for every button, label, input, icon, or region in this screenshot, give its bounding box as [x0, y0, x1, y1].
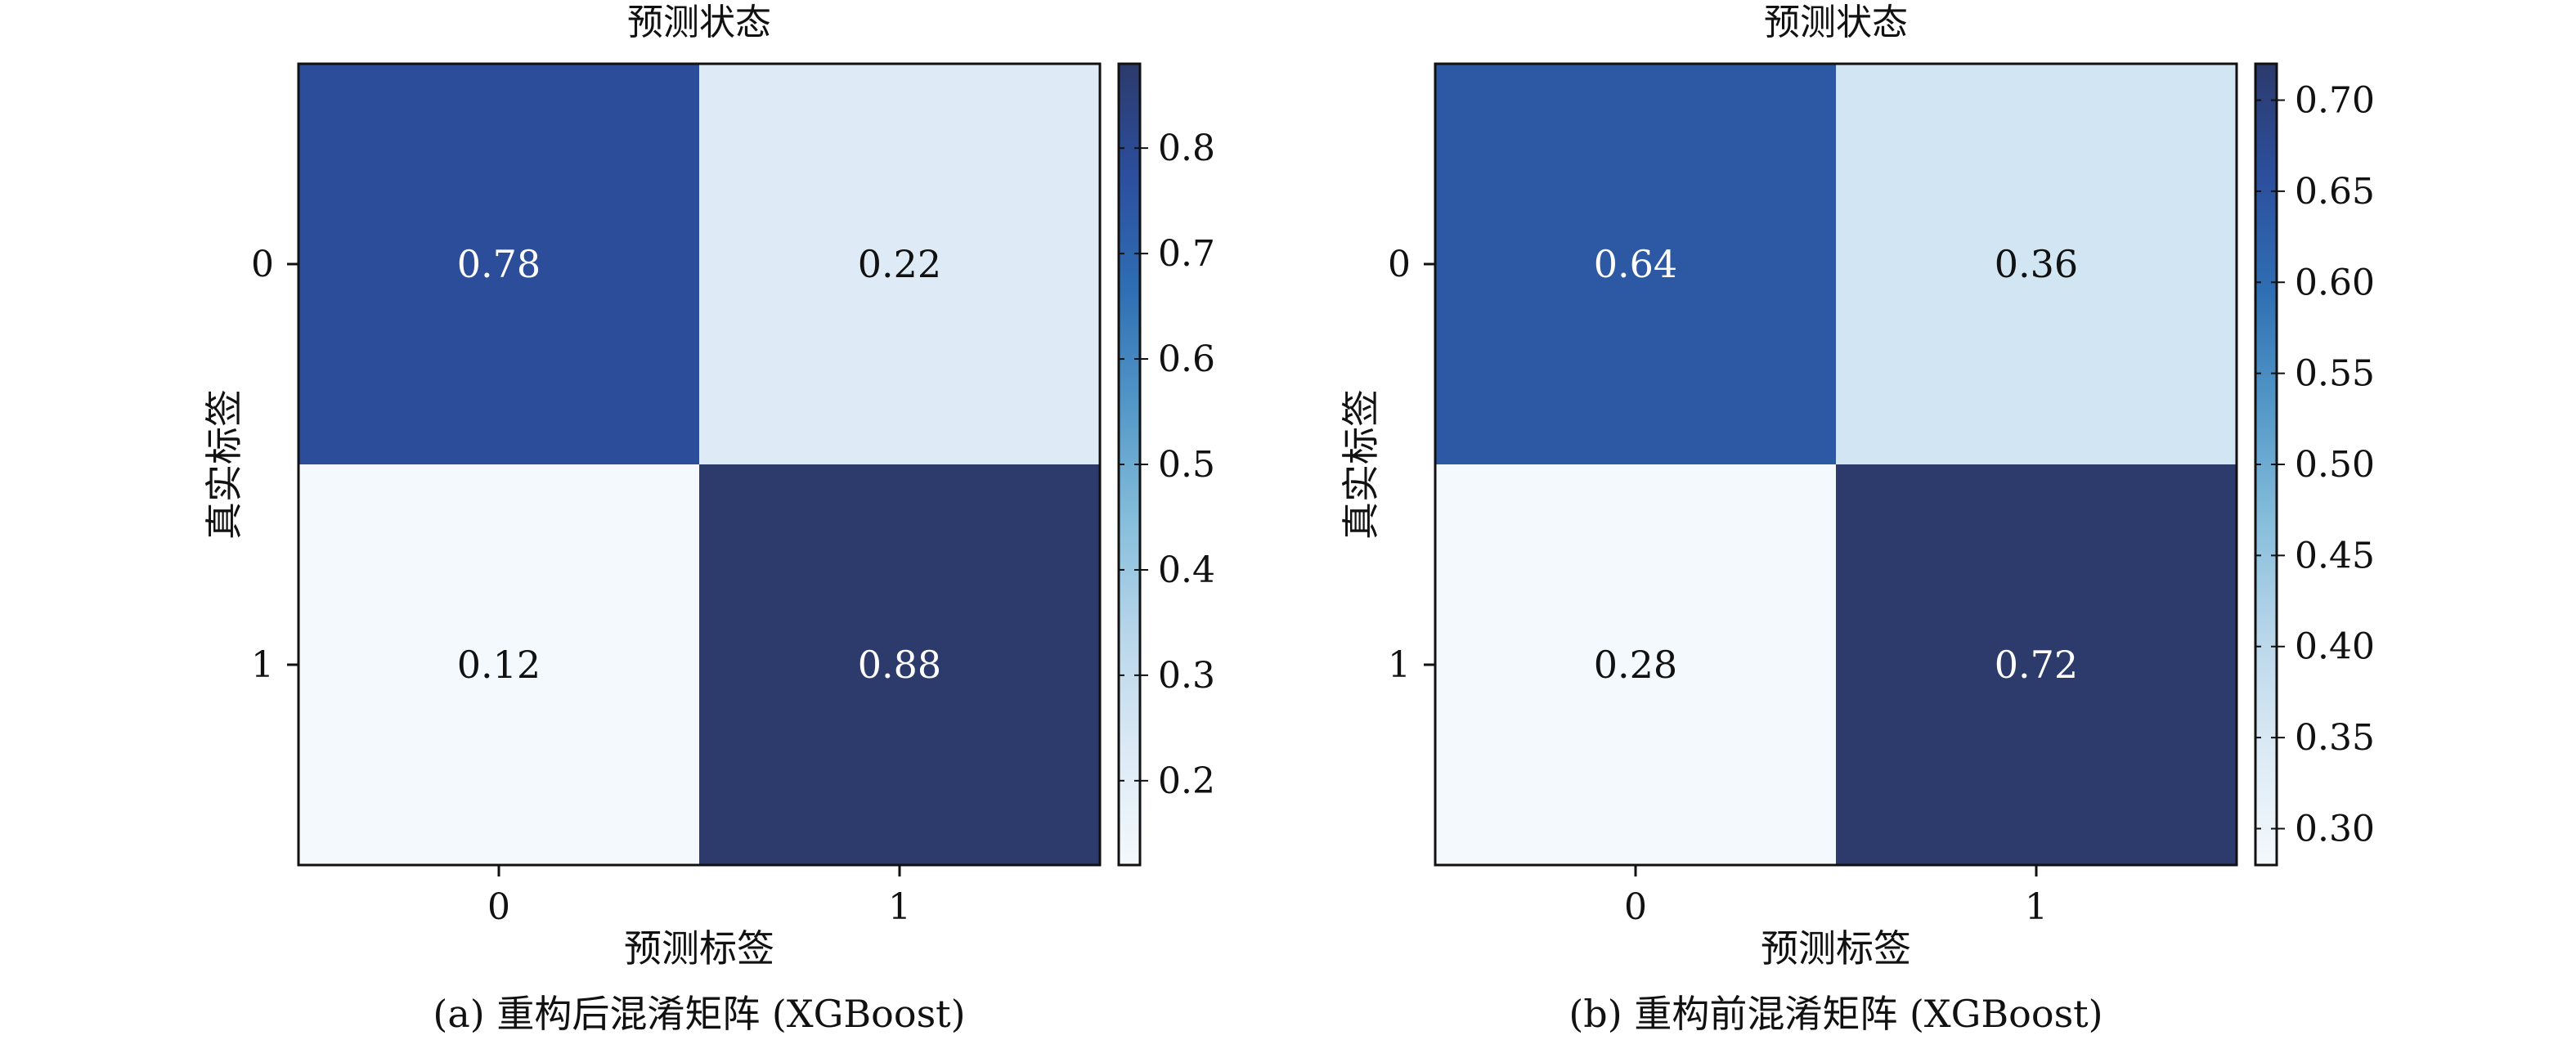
panel-b-cell-0-0 — [1435, 64, 1836, 464]
panel-a-caption: (a) 重构后混淆矩阵 (XGBoost) — [433, 992, 965, 1036]
panel-b-y-ticks: 01 — [1388, 244, 1435, 686]
panel-a-colorbar-tick-label: 0.2 — [1158, 760, 1215, 802]
panel-a-x-tick-label: 1 — [888, 886, 911, 928]
panel-a-colorbar-tick-label: 0.6 — [1158, 338, 1215, 380]
panel-b-y-tick-label: 1 — [1388, 644, 1411, 686]
panel-b-x-axis-label: 预测标签 — [1761, 926, 1911, 971]
panel-a-cell-1-0 — [298, 464, 699, 865]
panel-a-top-label: 预测状态 — [627, 2, 771, 43]
panel-b-top-label: 预测状态 — [1764, 2, 1908, 43]
panel-b-colorbar-tick-label: 0.65 — [2295, 171, 2375, 213]
panel-a-y-ticks: 01 — [251, 244, 298, 686]
panel-a-y-tick-label: 0 — [251, 244, 274, 285]
panel-b-colorbar-tick-label: 0.35 — [2295, 717, 2375, 759]
panel-a-colorbar-tick-label: 0.3 — [1158, 655, 1215, 697]
panel-b-colorbar-tick-label: 0.40 — [2295, 626, 2375, 668]
panel-b-caption: (b) 重构前混淆矩阵 (XGBoost) — [1568, 992, 2103, 1036]
panel-a-cell-label-0-0: 0.78 — [457, 242, 541, 286]
panel-b-colorbar-tick-label: 0.55 — [2295, 353, 2375, 395]
panel-b-heatmap-cells — [1435, 64, 2237, 865]
panel-b-cell-1-0 — [1435, 464, 1836, 865]
panel-a-colorbar-tick-label: 0.4 — [1158, 549, 1215, 591]
panel-a-colorbar-tick-label: 0.5 — [1158, 444, 1215, 486]
panel-b-cell-0-1 — [1836, 64, 2237, 464]
panel-a-colorbar-tick-label: 0.8 — [1158, 128, 1215, 169]
panel-b-colorbar-tick-label: 0.50 — [2295, 444, 2375, 486]
panel-b-colorbar-tick-label: 0.60 — [2295, 262, 2375, 303]
panel-b-cell-label-0-0: 0.64 — [1594, 242, 1677, 286]
panel-b-x-tick-label: 0 — [1624, 886, 1647, 928]
panel-a-cell-0-1 — [699, 64, 1100, 464]
panel-a-cell-1-1 — [699, 464, 1100, 865]
panel-a-x-tick-label: 0 — [487, 886, 510, 928]
panel-b-y-tick-label: 0 — [1388, 244, 1411, 285]
panel-a-colorbar-tick-label: 0.7 — [1158, 233, 1215, 275]
panel-a-heatmap-cells — [298, 64, 1100, 865]
panel-a-cell-label-0-1: 0.22 — [858, 242, 941, 286]
panel-b-cell-labels: 0.64 0.36 0.28 0.72 — [1594, 242, 2078, 687]
panel-b-cell-label-1-1: 0.72 — [1995, 643, 2078, 687]
panel-b-y-axis-label: 真实标签 — [1339, 389, 1383, 540]
panel-b-plot-frame — [1434, 62, 2238, 867]
panel-a-colorbar-ticks: 0.2 0.3 0.4 0.5 0.6 0.7 0.8 — [1119, 128, 1215, 802]
panel-b-colorbar-ticks: 0.30 0.35 0.40 0.45 0.50 0.55 0.60 0.65 0.70 — [2255, 80, 2375, 850]
panel-a-cell-0-0 — [298, 64, 699, 464]
panel-b-cell-1-1 — [1836, 464, 2237, 865]
panel-a-y-axis-label: 真实标签 — [202, 389, 246, 540]
panel-a-plot-frame — [297, 62, 1102, 867]
panel-b-colorbar-tick-label: 0.70 — [2295, 80, 2375, 122]
panel-a-y-tick-label: 1 — [251, 644, 274, 686]
panel-b-x-tick-label: 1 — [2025, 886, 2048, 928]
panel-b-colorbar-tick-label: 0.30 — [2295, 808, 2375, 850]
panel-b-cell-label-0-1: 0.36 — [1995, 242, 2078, 286]
panel-a-cell-label-1-1: 0.88 — [858, 643, 941, 687]
panel-b-colorbar-tick-label: 0.45 — [2295, 535, 2375, 576]
panel-a-cell-label-1-0: 0.12 — [457, 643, 541, 687]
panel-a-x-axis-label: 预测标签 — [624, 926, 774, 971]
panel-a-cell-labels: 0.78 0.22 0.12 0.88 — [457, 242, 941, 687]
panel-b-cell-label-1-0: 0.28 — [1594, 643, 1677, 687]
